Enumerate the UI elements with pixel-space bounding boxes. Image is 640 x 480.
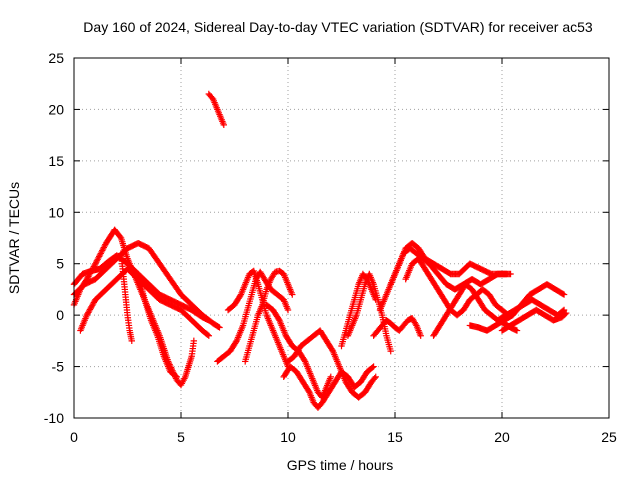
series-arc-22 — [494, 296, 568, 324]
data-point — [372, 373, 379, 381]
x-axis-label: GPS time / hours — [287, 457, 394, 473]
data-point — [561, 310, 569, 318]
data-point — [205, 332, 213, 339]
data-point — [301, 356, 308, 364]
data-point — [284, 306, 292, 314]
data-point — [172, 372, 179, 380]
y-tick-label: 0 — [56, 307, 64, 323]
series-arc-16 — [370, 315, 424, 339]
data-point — [99, 247, 106, 254]
x-tick-label: 5 — [177, 429, 185, 445]
data-point — [96, 251, 104, 259]
series-arc-7 — [205, 90, 227, 129]
data-point — [503, 270, 510, 278]
data-point — [236, 292, 244, 300]
data-point — [370, 363, 377, 370]
x-tick-label: 25 — [601, 429, 617, 445]
data-point — [101, 242, 108, 250]
x-tick-label: 0 — [70, 429, 78, 445]
series-arc-4 — [77, 265, 213, 339]
data-point — [559, 290, 567, 298]
plot-frame — [73, 57, 610, 419]
x-tick-label: 20 — [494, 429, 510, 445]
data-point — [97, 250, 104, 257]
data-point — [93, 257, 101, 264]
y-tick-label: -5 — [52, 359, 65, 375]
series-arc-23 — [498, 306, 570, 334]
y-tick-label: -10 — [44, 410, 64, 426]
data-point — [215, 323, 222, 330]
series-arc-9 — [224, 267, 292, 370]
x-tick-label: 10 — [280, 429, 296, 445]
data-point — [369, 364, 376, 371]
data-point — [190, 337, 198, 345]
y-tick-label: 15 — [48, 153, 64, 169]
data-point — [417, 332, 424, 339]
data-point — [96, 253, 103, 260]
data-point — [94, 256, 101, 263]
series-arc-6 — [135, 270, 180, 381]
data-point — [387, 347, 394, 355]
data-point — [371, 374, 378, 382]
y-tick-label: 5 — [56, 256, 64, 272]
data-point — [232, 338, 240, 346]
data-point — [275, 315, 282, 323]
y-tick-label: 25 — [48, 50, 64, 66]
data-point — [92, 259, 100, 266]
series-arc-5 — [117, 250, 135, 345]
data-point — [173, 373, 180, 381]
data-point — [100, 244, 108, 251]
axes: 0 5 10 15 20 25 -10 -5 0 5 10 15 20 25 — [44, 50, 617, 445]
data-point — [98, 248, 105, 256]
data-point — [328, 346, 336, 354]
grid — [74, 58, 609, 418]
series-arc-18 — [387, 245, 510, 293]
data-points — [70, 90, 570, 411]
data-point — [205, 317, 213, 324]
series-arc-13 — [284, 327, 379, 401]
data-point — [220, 121, 227, 129]
x-tick-label: 15 — [387, 429, 403, 445]
data-point — [563, 309, 570, 317]
series-arc-10 — [242, 267, 296, 365]
chart-title: Day 160 of 2024, Sidereal Day-to-day VTE… — [83, 19, 593, 35]
y-tick-label: 20 — [48, 101, 64, 117]
y-axis-label: SDTVAR / TECUs — [6, 182, 22, 294]
data-point — [513, 327, 521, 334]
data-point — [305, 387, 312, 395]
data-point — [216, 324, 223, 331]
data-point — [116, 233, 124, 241]
data-point — [128, 337, 135, 345]
data-point — [92, 260, 99, 267]
data-point — [327, 373, 334, 381]
data-point — [204, 331, 211, 339]
data-point — [289, 291, 296, 298]
y-tick-label: 10 — [48, 204, 64, 220]
data-point — [99, 245, 107, 253]
data-point — [95, 254, 102, 262]
data-point — [560, 291, 568, 298]
